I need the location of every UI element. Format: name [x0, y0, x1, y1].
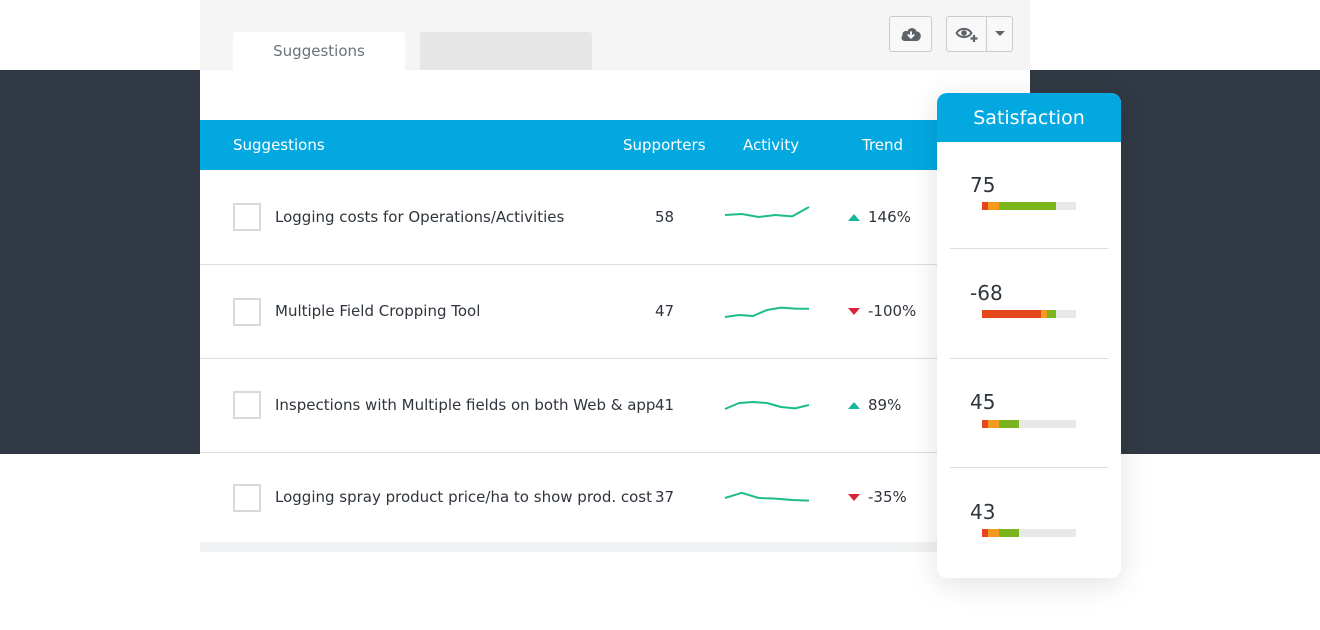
- divider: [950, 467, 1108, 468]
- satisfaction-score: -68: [970, 281, 1003, 305]
- satisfaction-card: Satisfaction 75 -68 45 43: [937, 93, 1121, 578]
- divider: [950, 358, 1108, 359]
- tab-suggestions[interactable]: Suggestions: [233, 32, 405, 70]
- satisfaction-bar: [982, 202, 1076, 210]
- download-button[interactable]: [889, 16, 932, 52]
- satisfaction-bar: [982, 420, 1076, 428]
- trend-value: 89%: [868, 396, 902, 414]
- trend-value: -100%: [868, 302, 917, 320]
- trend-value: 146%: [868, 208, 911, 226]
- row-checkbox[interactable]: [233, 484, 261, 512]
- supporters-count: 37: [655, 488, 675, 506]
- bar-segment-red: [982, 420, 988, 428]
- bar-segment-orange: [987, 202, 999, 210]
- trend-value: -35%: [868, 488, 907, 506]
- suggestion-title[interactable]: Logging spray product price/ha to show p…: [275, 488, 653, 506]
- supporters-count: 41: [655, 396, 675, 414]
- caret-down-icon: [994, 31, 1005, 36]
- satisfaction-title: Satisfaction: [937, 93, 1121, 142]
- satisfaction-score: 43: [970, 500, 996, 524]
- suggestion-title[interactable]: Inspections with Multiple fields on both…: [275, 396, 656, 414]
- trend-indicator: -35%: [848, 488, 907, 506]
- activity-line: [724, 206, 810, 218]
- row-checkbox[interactable]: [233, 203, 261, 231]
- bar-segment-red: [982, 202, 988, 210]
- activity-sparkline: [724, 306, 810, 318]
- satisfaction-bar: [982, 529, 1076, 537]
- activity-line: [724, 491, 810, 502]
- bar-segment-green: [998, 420, 1019, 428]
- activity-line: [724, 401, 810, 410]
- table-row[interactable]: Multiple Field Cropping Tool 47 -100%: [200, 265, 1030, 359]
- eye-plus-icon: [954, 27, 977, 42]
- satisfaction-bar: [982, 310, 1076, 318]
- bar-segment-orange: [987, 420, 999, 428]
- bar-segment-green: [998, 529, 1019, 537]
- trend-indicator: 146%: [848, 208, 911, 226]
- bar-segment-red: [982, 529, 988, 537]
- activity-line: [724, 306, 810, 318]
- activity-sparkline: [724, 491, 810, 502]
- bar-segment-green: [1046, 310, 1057, 318]
- row-checkbox[interactable]: [233, 391, 261, 419]
- table-row[interactable]: Inspections with Multiple fields on both…: [200, 359, 1030, 453]
- suggestions-panel: Suggestions Suggestions Supporters Activ…: [200, 0, 1030, 552]
- activity-sparkline: [724, 401, 810, 410]
- activity-sparkline: [724, 206, 810, 218]
- table-header: Suggestions Supporters Activity Trend: [200, 120, 1030, 170]
- bar-segment-orange: [987, 529, 999, 537]
- column-header-supporters[interactable]: Supporters: [623, 136, 706, 154]
- trend-down-icon: [848, 307, 860, 315]
- watch-button[interactable]: [946, 16, 987, 52]
- trend-up-icon: [848, 213, 860, 221]
- table-row[interactable]: Logging costs for Operations/Activities …: [200, 170, 1030, 265]
- column-header-suggestions[interactable]: Suggestions: [233, 136, 325, 154]
- bar-segment-orange: [1041, 310, 1047, 318]
- supporters-count: 47: [655, 302, 675, 320]
- satisfaction-score: 75: [970, 173, 996, 197]
- satisfaction-score: 45: [970, 390, 996, 414]
- supporters-count: 58: [655, 208, 675, 226]
- table-row[interactable]: Logging spray product price/ha to show p…: [200, 453, 1030, 542]
- row-checkbox[interactable]: [233, 298, 261, 326]
- tab-secondary[interactable]: [420, 32, 592, 70]
- column-header-activity[interactable]: Activity: [743, 136, 800, 154]
- suggestion-title[interactable]: Logging costs for Operations/Activities: [275, 208, 565, 226]
- tab-label: Suggestions: [273, 42, 365, 60]
- trend-up-icon: [848, 401, 860, 409]
- divider: [950, 248, 1108, 249]
- trend-down-icon: [848, 493, 860, 501]
- bar-segment-red: [982, 310, 1042, 318]
- cloud-download-icon: [900, 28, 921, 41]
- trend-indicator: 89%: [848, 396, 901, 414]
- column-header-trend[interactable]: Trend: [862, 136, 904, 154]
- trend-indicator: -100%: [848, 302, 916, 320]
- watch-options-dropdown[interactable]: [986, 16, 1013, 52]
- bar-segment-green: [998, 202, 1057, 210]
- suggestion-title[interactable]: Multiple Field Cropping Tool: [275, 302, 481, 320]
